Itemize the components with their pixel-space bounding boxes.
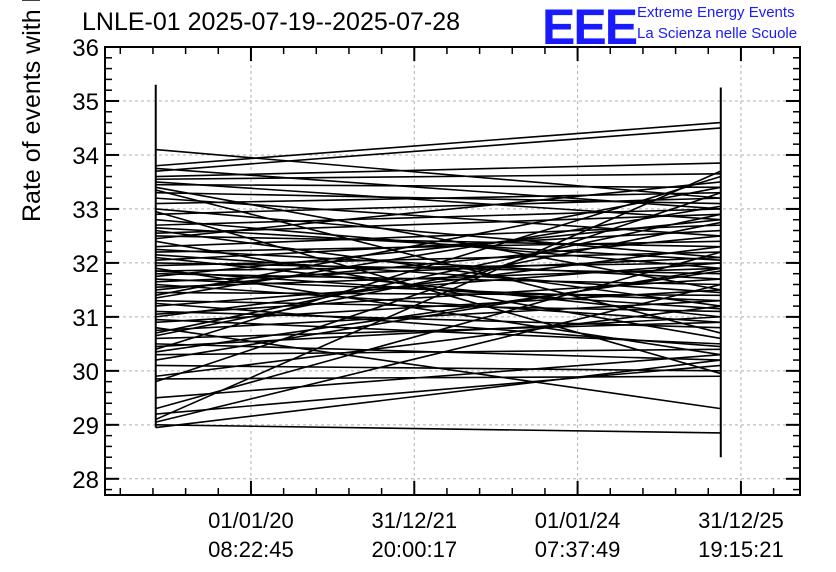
series-line [155, 262, 721, 272]
series-line [155, 210, 721, 375]
y-tick-label: 35 [72, 89, 99, 116]
series-line [155, 262, 721, 307]
error-bars [154, 84, 722, 458]
x-tick-date-label: 31/12/21 [371, 508, 457, 533]
series-line [155, 181, 721, 240]
y-tick-label: 34 [72, 143, 99, 170]
series-line [155, 218, 721, 278]
series-line [155, 162, 721, 178]
y-tick-label: 33 [72, 197, 99, 224]
series-line [155, 208, 721, 226]
series-line [155, 316, 721, 348]
series-line [155, 229, 721, 262]
series-line [155, 248, 721, 280]
chart-title: LNLE-01 2025-07-19--2025-07-28 [82, 8, 461, 36]
series-line [155, 191, 721, 205]
series-line [155, 359, 721, 429]
x-tick-time-label: 19:15:21 [698, 537, 784, 562]
y-tick-label: 32 [72, 251, 99, 278]
series-line [155, 267, 721, 288]
series-line [155, 173, 721, 181]
series-line [155, 240, 721, 253]
series-lines [155, 121, 722, 434]
series-line [155, 205, 721, 299]
series-line [155, 353, 721, 399]
series-line [155, 181, 721, 221]
axis-ticks [105, 46, 800, 495]
series-line [155, 245, 721, 318]
x-tick-date-label: 01/01/24 [535, 508, 621, 533]
series-line [155, 197, 721, 216]
series-line [155, 302, 721, 348]
series-line [155, 299, 721, 332]
series-line [155, 191, 722, 383]
x-tick-time-label: 20:00:17 [371, 537, 457, 562]
series-line [155, 270, 721, 353]
x-tick-time-label: 07:37:49 [535, 537, 621, 562]
x-tick-date-label: 31/12/25 [698, 508, 784, 533]
series-line [155, 121, 721, 167]
series-line [155, 424, 721, 434]
series-line [155, 283, 721, 423]
tick-labels: 28 29 30 31 32 33 34 35 36 01/01/20 08:22:45 31/12/… [72, 35, 783, 562]
series-line [155, 305, 721, 378]
series-line [155, 175, 722, 351]
series-line [155, 267, 721, 361]
series-line [155, 254, 721, 294]
series-line [155, 213, 721, 235]
y-tick-label: 30 [72, 359, 99, 386]
series-line [155, 227, 721, 262]
series-line [155, 364, 721, 415]
plot-frame [104, 46, 801, 496]
series-line [155, 364, 721, 372]
y-tick-label: 28 [72, 467, 99, 494]
x-tick-date-label: 01/01/20 [208, 508, 294, 533]
series-line [155, 283, 721, 324]
x-tick-time-label: 08:22:45 [208, 537, 294, 562]
series-line [155, 251, 721, 410]
series-line [155, 270, 721, 310]
y-tick-label: 36 [72, 35, 99, 62]
series-line [155, 183, 721, 189]
y-tick-label: 31 [72, 305, 99, 332]
logo-line-1: Extreme Energy Events [637, 4, 795, 21]
series-line [155, 170, 722, 421]
eee-logo: EEE [542, 0, 638, 55]
series-line [155, 208, 721, 259]
series-line [155, 127, 721, 172]
series-line [155, 221, 721, 337]
series-line [155, 148, 721, 199]
series-line [155, 189, 721, 334]
y-tick-label: 29 [72, 413, 99, 440]
series-line [155, 348, 721, 356]
logo-line-2: La Scienza nelle Scuole [637, 25, 798, 42]
